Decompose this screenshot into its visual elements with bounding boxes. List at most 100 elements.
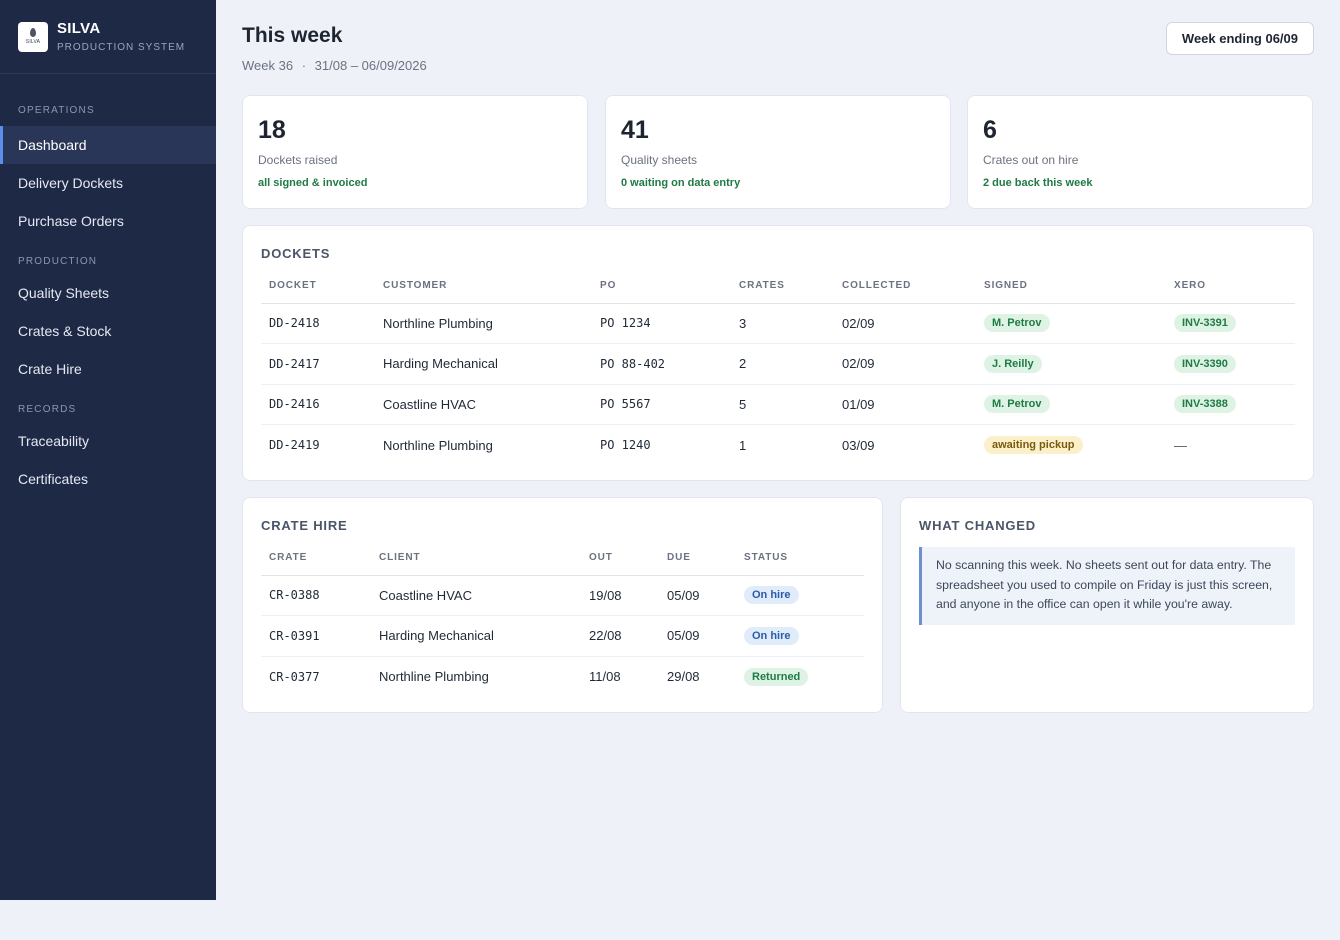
table-row[interactable]: DD-2418 Northline Plumbing PO 1234 3 02/… (261, 303, 1295, 344)
status-badge: On hire (744, 626, 799, 645)
docket-id: DD-2416 (261, 384, 375, 425)
week-number: Week 36 (242, 58, 294, 73)
po-number: PO 1234 (592, 303, 731, 344)
col-crates: CRATES (731, 269, 834, 304)
logo-text: SILVA (25, 39, 41, 45)
what-changed-title: WHAT CHANGED (919, 518, 1036, 533)
kpi-card-dockets: 18 Dockets raised all signed & invoiced (242, 95, 588, 209)
brand-subtitle: PRODUCTION SYSTEM (57, 42, 186, 53)
customer: Northline Plumbing (375, 303, 592, 344)
status-badge: On hire (744, 586, 799, 605)
sidebar-item-crate-hire[interactable]: Crate Hire (18, 361, 82, 377)
what-changed-card: WHAT CHANGED No scanning this week. No s… (900, 497, 1314, 713)
table-header-row: CRATE CLIENT OUT DUE STATUS (261, 541, 864, 576)
table-row[interactable]: DD-2416 Coastline HVAC PO 5567 5 01/09 M… (261, 384, 1295, 425)
crate-id: CR-0377 (269, 669, 320, 684)
col-crate: CRATE (261, 541, 371, 576)
collected-date: 02/09 (834, 343, 976, 385)
kpi-card-quality-sheets: 41 Quality sheets 0 waiting on data entr… (605, 95, 951, 209)
crates-count: 5 (731, 384, 834, 425)
kpi-card-crates-on-hire: 6 Crates out on hire 2 due back this wee… (967, 95, 1313, 209)
dockets-table: DOCKET CUSTOMER PO CRATES COLLECTED SIGN… (261, 269, 1295, 465)
kpi-label: Crates out on hire (983, 153, 1079, 167)
customer: Coastline HVAC (375, 384, 592, 425)
what-changed-note: No scanning this week. No sheets sent ou… (919, 547, 1295, 625)
sidebar-item-quality-sheets[interactable]: Quality Sheets (18, 285, 110, 301)
signed-badge: M. Petrov (984, 395, 1050, 414)
crate-hire-table: CRATE CLIENT OUT DUE STATUS CR-0388 Coas… (261, 541, 864, 697)
due-date: 05/09 (659, 615, 736, 657)
col-status: STATUS (736, 541, 864, 576)
docket-id: DD-2419 (269, 438, 320, 452)
signed-badge: M. Petrov (984, 314, 1050, 333)
out-date: 11/08 (589, 669, 621, 684)
logo: SILVA (18, 21, 48, 52)
brand-name: SILVA (57, 20, 101, 37)
sidebar-item-purchase-orders[interactable]: Purchase Orders (18, 213, 124, 229)
invoice-badge: INV-3391 (1174, 314, 1236, 333)
invoice-badge: INV-3388 (1174, 395, 1236, 414)
date-range: 31/08 – 06/09/2026 (314, 58, 427, 73)
table-row[interactable]: CR-0391 Harding Mechanical 22/08 05/09 O… (261, 615, 864, 657)
crate-id: CR-0388 (261, 575, 371, 616)
dockets-title: DOCKETS (261, 246, 331, 261)
po-number: PO 5567 (592, 384, 731, 425)
col-collected: COLLECTED (834, 269, 976, 304)
table-row[interactable]: CR-0377 Northline Plumbing 11/08 29/08 R… (261, 656, 864, 697)
sidebar-item-delivery-dockets[interactable]: Delivery Dockets (18, 175, 124, 191)
docket-id: DD-2418 (261, 303, 375, 344)
invoice-badge: INV-3390 (1174, 354, 1236, 373)
signed-badge: J. Reilly (984, 354, 1042, 373)
collected-date: 03/09 (842, 437, 875, 453)
table-row[interactable]: DD-2417 Harding Mechanical PO 88-402 2 0… (261, 343, 1295, 385)
kpi-value: 41 (621, 116, 649, 144)
col-xero: XERO (1166, 269, 1295, 304)
client: Harding Mechanical (371, 615, 581, 657)
col-docket: DOCKET (261, 269, 375, 304)
sidebar-item-traceability[interactable]: Traceability (18, 433, 90, 449)
kpi-value: 18 (258, 116, 286, 144)
col-due: DUE (659, 541, 736, 576)
nav-section-records: RECORDS (18, 404, 77, 415)
docket-id: DD-2417 (261, 343, 375, 385)
collected-date: 01/09 (834, 384, 976, 425)
table-row[interactable]: DD-2419 Northline Plumbing PO 1240 1 03/… (261, 425, 1295, 466)
col-client: CLIENT (371, 541, 581, 576)
kpi-label: Dockets raised (258, 153, 338, 167)
po-number: PO 88-402 (592, 343, 731, 385)
logo-drop-icon (30, 28, 36, 37)
col-po: PO (592, 269, 731, 304)
page-subtitle: Week 36 · 31/08 – 06/09/2026 (242, 58, 427, 73)
customer: Harding Mechanical (375, 343, 592, 385)
kpi-note: 2 due back this week (983, 177, 1093, 189)
status-badge: Returned (744, 667, 809, 686)
nav-section-production: PRODUCTION (18, 256, 98, 267)
out-date: 22/08 (581, 615, 659, 657)
page-title: This week (242, 24, 343, 47)
po-number: PO 1240 (600, 438, 651, 452)
brand: SILVA SILVA PRODUCTION SYSTEM (0, 0, 216, 74)
col-signed: SIGNED (976, 269, 1166, 304)
table-row[interactable]: CR-0388 Coastline HVAC 19/08 05/09 On hi… (261, 575, 864, 616)
col-out: OUT (581, 541, 659, 576)
dockets-card: DOCKETS DOCKET CUSTOMER PO CRATES COLLEC… (242, 225, 1314, 481)
nav-section-operations: OPERATIONS (18, 105, 95, 116)
client: Coastline HVAC (371, 575, 581, 616)
table-header-row: DOCKET CUSTOMER PO CRATES COLLECTED SIGN… (261, 269, 1295, 304)
out-date: 19/08 (581, 575, 659, 616)
main-content: This week Week 36 · 31/08 – 06/09/2026 W… (216, 0, 1340, 940)
kpi-value: 6 (983, 116, 997, 144)
separator: · (301, 58, 307, 73)
crate-hire-title: CRATE HIRE (261, 518, 348, 533)
crates-count: 3 (731, 303, 834, 344)
sidebar-item-crates-stock[interactable]: Crates & Stock (18, 323, 112, 339)
week-ending-button[interactable]: Week ending 06/09 (1165, 22, 1314, 55)
crate-id: CR-0391 (261, 615, 371, 657)
sidebar-item-dashboard[interactable]: Dashboard (0, 126, 216, 164)
kpi-label: Quality sheets (621, 153, 698, 167)
sidebar-item-certificates[interactable]: Certificates (18, 471, 89, 487)
collected-date: 02/09 (834, 303, 976, 344)
kpi-note: all signed & invoiced (258, 177, 368, 189)
due-date: 29/08 (667, 669, 700, 684)
customer: Northline Plumbing (383, 437, 493, 453)
